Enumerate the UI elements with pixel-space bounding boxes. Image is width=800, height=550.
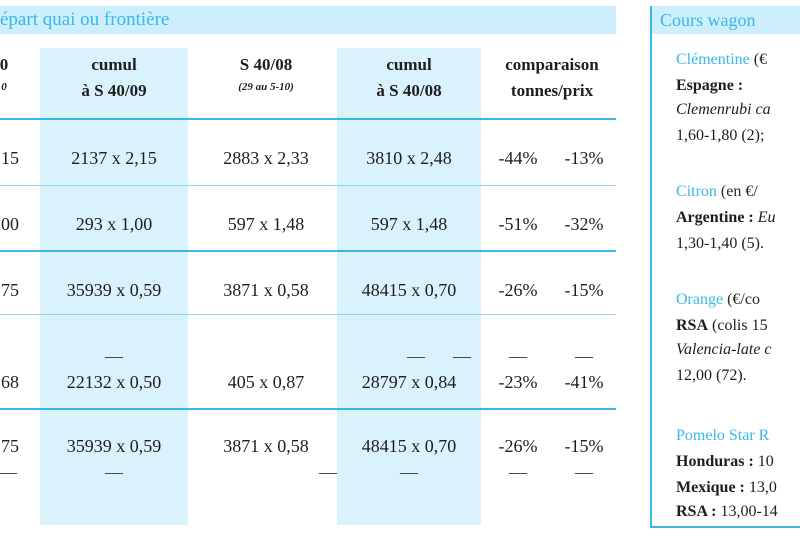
entry-price: 13,0 [748, 479, 777, 496]
cell: -32% [564, 214, 604, 234]
dash: — [575, 346, 593, 366]
header-line1: S 40/08 [239, 55, 293, 74]
row-divider [0, 118, 616, 120]
cell: -23% [498, 372, 538, 392]
cours-wagon-panel: Cours wagon Clémentine (€ Espagne : Clem… [650, 6, 800, 528]
header-line2: à S 40/08 [376, 81, 442, 100]
entry-origin: RSA [676, 317, 709, 334]
cell: -13% [564, 148, 604, 168]
cell: 597 x 1,48 [227, 214, 305, 234]
header-line2: (29 au 5-10) [238, 81, 294, 93]
header-line2: 0 [1, 81, 7, 93]
row-divider [0, 314, 616, 315]
cell: -44% [498, 148, 538, 168]
entry-name: Clémentine [676, 51, 750, 68]
entry-origin-line: Honduras : 10 [676, 452, 774, 472]
entry-origin-line: Mexique : 13,0 [676, 478, 777, 498]
entry-unit: (€/co [723, 291, 760, 308]
entry-heading: Orange (€/co [676, 290, 760, 310]
entry-unit: (en €/ [716, 183, 758, 200]
header-line1: comparaison [505, 55, 599, 74]
price-table: épart quai ou frontière 0 0 cumul à S 40… [0, 6, 616, 525]
header-line1: 0 [0, 55, 9, 74]
row-divider [0, 185, 616, 186]
entry-origin: Argentine : [676, 209, 758, 226]
cell: -26% [498, 280, 538, 300]
entry-heading: Clémentine (€ [676, 50, 767, 70]
row-divider [0, 250, 616, 252]
entry-name: Citron [676, 183, 717, 200]
entry-price: 13,00-14 [720, 503, 778, 520]
entry-origin-line: RSA (colis 15 [676, 316, 768, 336]
cell: 00 [1, 214, 19, 234]
cell: 35939 x 0,59 [66, 436, 162, 456]
cell: 28797 x 0,84 [361, 372, 457, 392]
cell: 75 [1, 280, 19, 300]
entry-variety: Clemenrubi ca [676, 101, 771, 118]
entry-price: 10 [757, 453, 774, 470]
cell: 3871 x 0,58 [223, 280, 309, 300]
cell: 405 x 0,87 [227, 372, 305, 392]
cell: 75 [1, 436, 19, 456]
entry-unit: (€ [749, 51, 768, 68]
entry-heading: Citron (en €/ [676, 182, 758, 202]
entry-origin-extra: (colis 15 [708, 317, 768, 334]
entry-origin-line: RSA : 13,00-14 [676, 502, 778, 522]
dash: — [400, 462, 418, 482]
cell: 3810 x 2,48 [366, 148, 452, 168]
cell: 68 [1, 372, 19, 392]
cell: -41% [564, 372, 604, 392]
entry-name: Pomelo Star R [676, 427, 770, 444]
cell: 35939 x 0,59 [66, 280, 162, 300]
header-line1: cumul [91, 55, 137, 74]
header-cumul-08: cumul à S 40/08 [337, 52, 481, 104]
entry-price: 1,60-1,80 (2); [676, 127, 765, 144]
entry-price: 12,00 (72). [676, 367, 747, 384]
header-line2: tonnes/prix [510, 81, 594, 100]
cell: 15 [1, 148, 19, 168]
cell: 3871 x 0,58 [223, 436, 309, 456]
cell: 597 x 1,48 [370, 214, 448, 234]
entry-variety: Valencia-late c [676, 341, 772, 358]
cell: -26% [498, 436, 538, 456]
header-cumul-09: cumul à S 40/09 [40, 52, 188, 104]
entry-variety: Eu [757, 209, 776, 226]
table-title: épart quai ou frontière [0, 6, 616, 34]
dash: — [319, 462, 337, 482]
dash: — [0, 462, 17, 482]
entry-origin: Mexique : [676, 479, 749, 496]
entry-name: Orange [676, 291, 724, 308]
dash: — [509, 346, 527, 366]
shaded-column-cumul-09 [40, 48, 188, 525]
header-line1: cumul [386, 55, 432, 74]
cell: -15% [564, 280, 604, 300]
entry-price: 1,30-1,40 (5). [676, 235, 764, 252]
cell: 2883 x 2,33 [223, 148, 309, 168]
dash: — [453, 346, 471, 366]
dash: — [105, 346, 123, 366]
side-title: Cours wagon [652, 6, 800, 34]
header-s-40-08: S 40/08 (29 au 5-10) [195, 52, 337, 96]
entry-origin: Honduras : [676, 453, 758, 470]
entry-origin: Espagne : [676, 77, 744, 94]
cell: -51% [498, 214, 538, 234]
dash: — [407, 346, 425, 366]
cell: 48415 x 0,70 [361, 436, 457, 456]
entry-origin: RSA : [676, 503, 721, 520]
dash: — [509, 462, 527, 482]
shaded-column-cumul-08 [337, 48, 481, 525]
cell: -15% [564, 436, 604, 456]
dash: — [575, 462, 593, 482]
header-cut-column: 0 0 [0, 52, 12, 96]
entry-origin-line: Argentine : Eu [676, 208, 776, 228]
dash: — [105, 462, 123, 482]
cell: 293 x 1,00 [75, 214, 153, 234]
cell: 22132 x 0,50 [66, 372, 162, 392]
header-comparaison: comparaison tonnes/prix [488, 52, 616, 104]
cell: 2137 x 2,15 [71, 148, 157, 168]
cell: 48415 x 0,70 [361, 280, 457, 300]
header-line2: à S 40/09 [81, 81, 147, 100]
row-divider [0, 408, 616, 410]
